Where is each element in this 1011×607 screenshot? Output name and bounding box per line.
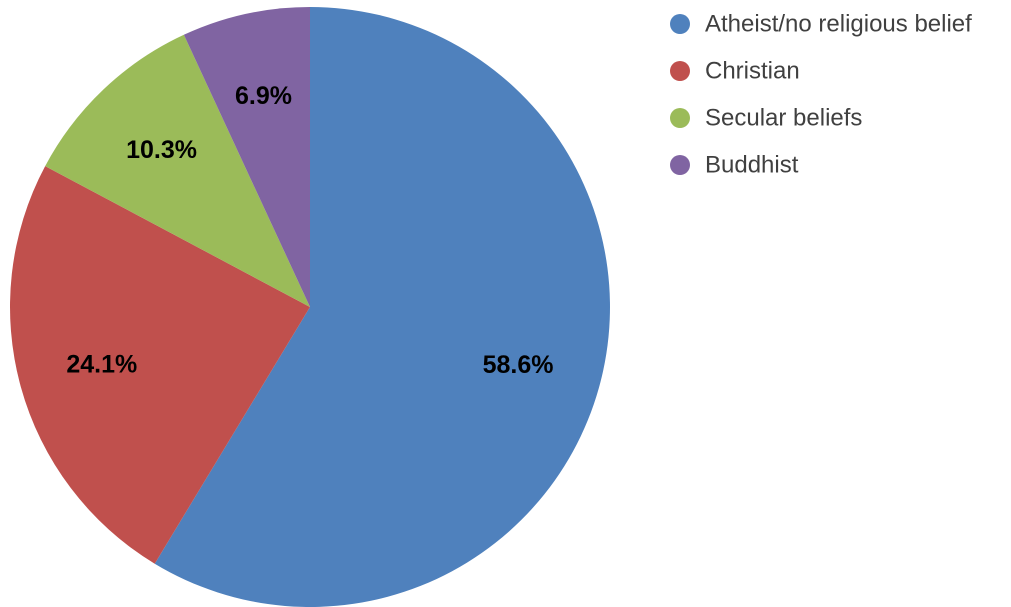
- legend-item-atheist-no-religious-belief: Atheist/no religious belief: [670, 11, 972, 38]
- legend-marker-christian: [670, 61, 690, 81]
- legend-item-christian: Christian: [670, 58, 800, 85]
- legend-label-buddhist: Buddhist: [705, 152, 799, 179]
- pie-slice-secular-beliefs: [45, 34, 310, 308]
- legend-item-buddhist: Buddhist: [670, 152, 799, 179]
- data-label-buddhist: 6.9%: [235, 82, 292, 110]
- legend-marker-buddhist: [670, 155, 690, 175]
- legend-label-atheist-no-religious-belief: Atheist/no religious belief: [705, 11, 972, 38]
- pie-slice-atheist-no-religious-belief: [154, 7, 610, 607]
- pie-slice-christian: [10, 166, 311, 564]
- legend-item-secular-beliefs: Secular beliefs: [670, 105, 862, 132]
- data-label-christian: 24.1%: [66, 350, 137, 378]
- data-label-atheist-no-religious-belief: 58.6%: [483, 351, 554, 379]
- data-label-secular-beliefs: 10.3%: [126, 136, 197, 164]
- pie-slice-buddhist: [183, 7, 310, 307]
- legend-marker-atheist-no-religious-belief: [670, 14, 690, 34]
- pie-data-labels: 58.6% 24.1% 10.3% 6.9%: [66, 82, 553, 379]
- pie-slices: [10, 7, 610, 607]
- legend-label-secular-beliefs: Secular beliefs: [705, 105, 862, 132]
- legend: Atheist/no religious belief Christian Secu…: [670, 11, 972, 179]
- legend-label-christian: Christian: [705, 58, 800, 85]
- legend-marker-secular-beliefs: [670, 108, 690, 128]
